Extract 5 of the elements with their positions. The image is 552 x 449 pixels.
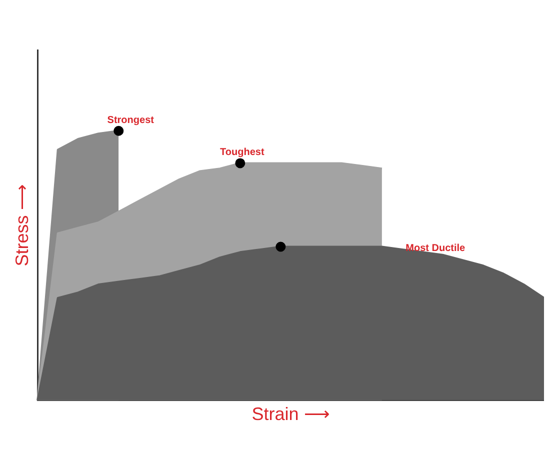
y-axis-title: Stress ⟶ — [12, 184, 32, 266]
series-label: Most Ductile — [406, 242, 466, 254]
series-label: Strongest — [107, 114, 155, 126]
series-label: Toughest — [220, 147, 265, 158]
x-axis-title: Strain ⟶ — [252, 404, 330, 424]
